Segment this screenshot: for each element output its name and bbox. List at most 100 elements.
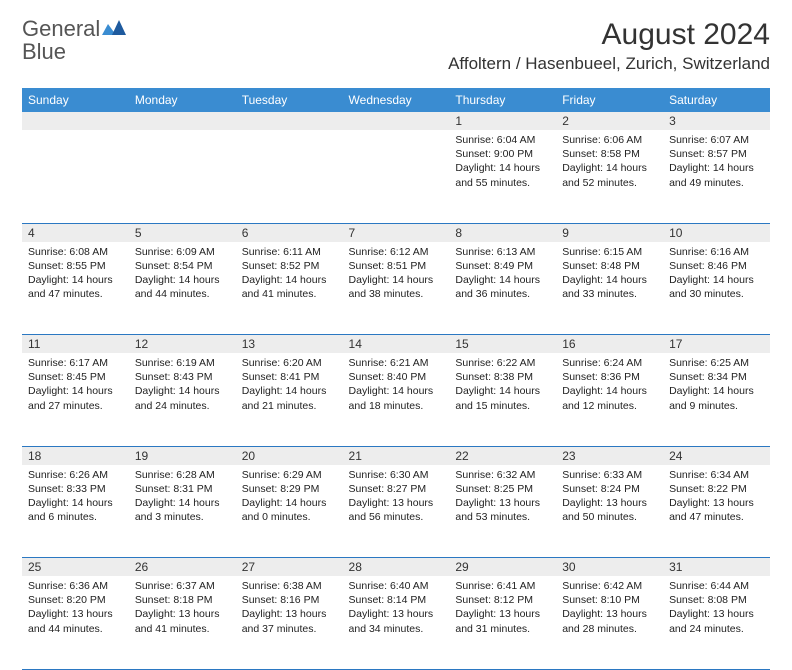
day-cell: Sunrise: 6:11 AMSunset: 8:52 PMDaylight:…: [236, 242, 343, 335]
day-number: 26: [129, 558, 236, 577]
logo-word2: Blue: [22, 39, 66, 64]
week-row: Sunrise: 6:17 AMSunset: 8:45 PMDaylight:…: [22, 353, 770, 446]
day-details: Sunrise: 6:37 AMSunset: 8:18 PMDaylight:…: [129, 576, 236, 639]
day-cell: [236, 130, 343, 223]
day-details: Sunrise: 6:12 AMSunset: 8:51 PMDaylight:…: [343, 242, 450, 305]
day-number: [236, 112, 343, 130]
day-number: [129, 112, 236, 130]
daynum-row: 25262728293031: [22, 558, 770, 577]
week-row: Sunrise: 6:08 AMSunset: 8:55 PMDaylight:…: [22, 242, 770, 335]
day-number: 23: [556, 446, 663, 465]
logo: General Blue: [22, 18, 126, 64]
day-details: Sunrise: 6:11 AMSunset: 8:52 PMDaylight:…: [236, 242, 343, 305]
day-cell: Sunrise: 6:41 AMSunset: 8:12 PMDaylight:…: [449, 576, 556, 669]
day-number: 13: [236, 335, 343, 354]
day-number: 8: [449, 223, 556, 242]
weekday-header: Friday: [556, 88, 663, 112]
day-cell: [343, 130, 450, 223]
daynum-row: 18192021222324: [22, 446, 770, 465]
day-cell: Sunrise: 6:34 AMSunset: 8:22 PMDaylight:…: [663, 465, 770, 558]
day-cell: Sunrise: 6:29 AMSunset: 8:29 PMDaylight:…: [236, 465, 343, 558]
day-cell: Sunrise: 6:16 AMSunset: 8:46 PMDaylight:…: [663, 242, 770, 335]
day-cell: Sunrise: 6:28 AMSunset: 8:31 PMDaylight:…: [129, 465, 236, 558]
header-row: General Blue August 2024 Affoltern / Has…: [22, 18, 770, 84]
day-cell: Sunrise: 6:30 AMSunset: 8:27 PMDaylight:…: [343, 465, 450, 558]
week-row: Sunrise: 6:26 AMSunset: 8:33 PMDaylight:…: [22, 465, 770, 558]
day-cell: Sunrise: 6:07 AMSunset: 8:57 PMDaylight:…: [663, 130, 770, 223]
day-cell: Sunrise: 6:04 AMSunset: 9:00 PMDaylight:…: [449, 130, 556, 223]
day-cell: Sunrise: 6:26 AMSunset: 8:33 PMDaylight:…: [22, 465, 129, 558]
daynum-row: 45678910: [22, 223, 770, 242]
day-details: Sunrise: 6:26 AMSunset: 8:33 PMDaylight:…: [22, 465, 129, 528]
day-number: 7: [343, 223, 450, 242]
week-row: Sunrise: 6:04 AMSunset: 9:00 PMDaylight:…: [22, 130, 770, 223]
day-number: 11: [22, 335, 129, 354]
day-details: Sunrise: 6:29 AMSunset: 8:29 PMDaylight:…: [236, 465, 343, 528]
day-cell: Sunrise: 6:21 AMSunset: 8:40 PMDaylight:…: [343, 353, 450, 446]
day-number: 29: [449, 558, 556, 577]
location: Affoltern / Hasenbueel, Zurich, Switzerl…: [448, 54, 770, 74]
weekday-header: Thursday: [449, 88, 556, 112]
day-details: Sunrise: 6:21 AMSunset: 8:40 PMDaylight:…: [343, 353, 450, 416]
day-details: Sunrise: 6:15 AMSunset: 8:48 PMDaylight:…: [556, 242, 663, 305]
day-details: Sunrise: 6:41 AMSunset: 8:12 PMDaylight:…: [449, 576, 556, 639]
day-cell: Sunrise: 6:06 AMSunset: 8:58 PMDaylight:…: [556, 130, 663, 223]
logo-mark-icon: [102, 20, 126, 38]
day-details: Sunrise: 6:34 AMSunset: 8:22 PMDaylight:…: [663, 465, 770, 528]
day-details: Sunrise: 6:07 AMSunset: 8:57 PMDaylight:…: [663, 130, 770, 193]
day-cell: Sunrise: 6:40 AMSunset: 8:14 PMDaylight:…: [343, 576, 450, 669]
day-cell: Sunrise: 6:25 AMSunset: 8:34 PMDaylight:…: [663, 353, 770, 446]
day-details: Sunrise: 6:22 AMSunset: 8:38 PMDaylight:…: [449, 353, 556, 416]
day-details: Sunrise: 6:32 AMSunset: 8:25 PMDaylight:…: [449, 465, 556, 528]
week-row: Sunrise: 6:36 AMSunset: 8:20 PMDaylight:…: [22, 576, 770, 669]
day-cell: Sunrise: 6:08 AMSunset: 8:55 PMDaylight:…: [22, 242, 129, 335]
day-number: 14: [343, 335, 450, 354]
weekday-header: Wednesday: [343, 88, 450, 112]
day-details: Sunrise: 6:13 AMSunset: 8:49 PMDaylight:…: [449, 242, 556, 305]
day-number: 28: [343, 558, 450, 577]
day-number: 19: [129, 446, 236, 465]
day-details: Sunrise: 6:17 AMSunset: 8:45 PMDaylight:…: [22, 353, 129, 416]
day-number: 3: [663, 112, 770, 130]
day-details: Sunrise: 6:40 AMSunset: 8:14 PMDaylight:…: [343, 576, 450, 639]
day-number: 25: [22, 558, 129, 577]
day-details: Sunrise: 6:28 AMSunset: 8:31 PMDaylight:…: [129, 465, 236, 528]
day-cell: Sunrise: 6:42 AMSunset: 8:10 PMDaylight:…: [556, 576, 663, 669]
daynum-row: 123: [22, 112, 770, 130]
day-details: Sunrise: 6:33 AMSunset: 8:24 PMDaylight:…: [556, 465, 663, 528]
day-cell: Sunrise: 6:33 AMSunset: 8:24 PMDaylight:…: [556, 465, 663, 558]
day-details: Sunrise: 6:20 AMSunset: 8:41 PMDaylight:…: [236, 353, 343, 416]
day-number: [22, 112, 129, 130]
day-cell: Sunrise: 6:22 AMSunset: 8:38 PMDaylight:…: [449, 353, 556, 446]
day-details: Sunrise: 6:06 AMSunset: 8:58 PMDaylight:…: [556, 130, 663, 193]
month-title: August 2024: [448, 18, 770, 52]
logo-word1: General: [22, 16, 100, 41]
weekday-header: Tuesday: [236, 88, 343, 112]
day-cell: Sunrise: 6:37 AMSunset: 8:18 PMDaylight:…: [129, 576, 236, 669]
day-details: Sunrise: 6:42 AMSunset: 8:10 PMDaylight:…: [556, 576, 663, 639]
day-details: Sunrise: 6:04 AMSunset: 9:00 PMDaylight:…: [449, 130, 556, 193]
day-details: Sunrise: 6:38 AMSunset: 8:16 PMDaylight:…: [236, 576, 343, 639]
day-number: 22: [449, 446, 556, 465]
title-block: August 2024 Affoltern / Hasenbueel, Zuri…: [448, 18, 770, 84]
day-cell: [129, 130, 236, 223]
day-cell: Sunrise: 6:12 AMSunset: 8:51 PMDaylight:…: [343, 242, 450, 335]
day-number: 15: [449, 335, 556, 354]
day-number: 30: [556, 558, 663, 577]
day-number: [343, 112, 450, 130]
day-details: Sunrise: 6:30 AMSunset: 8:27 PMDaylight:…: [343, 465, 450, 528]
day-number: 9: [556, 223, 663, 242]
day-cell: Sunrise: 6:17 AMSunset: 8:45 PMDaylight:…: [22, 353, 129, 446]
day-number: 27: [236, 558, 343, 577]
day-cell: Sunrise: 6:44 AMSunset: 8:08 PMDaylight:…: [663, 576, 770, 669]
day-number: 2: [556, 112, 663, 130]
day-number: 6: [236, 223, 343, 242]
day-cell: Sunrise: 6:09 AMSunset: 8:54 PMDaylight:…: [129, 242, 236, 335]
day-number: 20: [236, 446, 343, 465]
day-cell: Sunrise: 6:36 AMSunset: 8:20 PMDaylight:…: [22, 576, 129, 669]
day-cell: Sunrise: 6:32 AMSunset: 8:25 PMDaylight:…: [449, 465, 556, 558]
day-number: 18: [22, 446, 129, 465]
day-details: Sunrise: 6:24 AMSunset: 8:36 PMDaylight:…: [556, 353, 663, 416]
day-number: 1: [449, 112, 556, 130]
day-number: 16: [556, 335, 663, 354]
